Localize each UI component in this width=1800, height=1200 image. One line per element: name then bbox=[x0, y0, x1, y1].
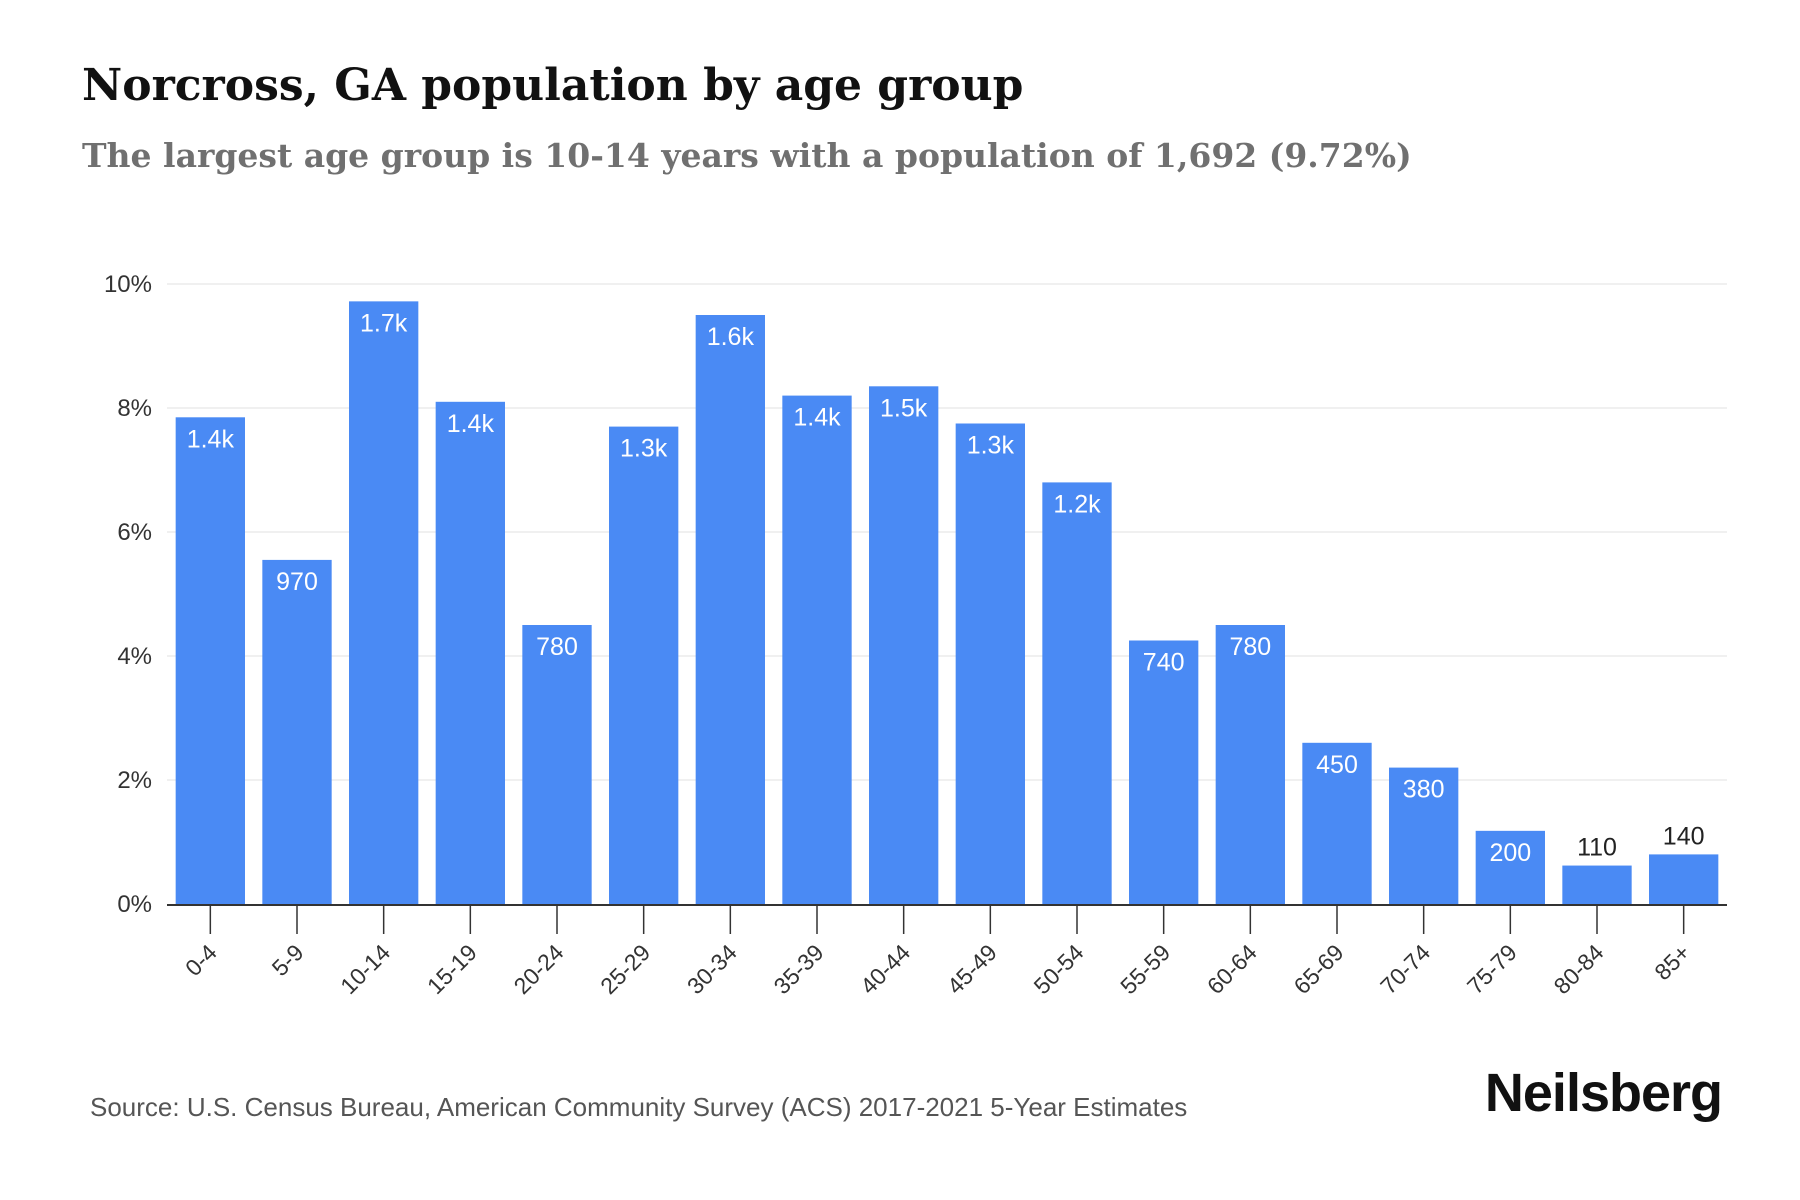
x-tick-label: 10-14 bbox=[335, 939, 395, 999]
x-tick-label: 45-49 bbox=[942, 939, 1002, 999]
bar bbox=[695, 315, 765, 904]
x-tick-label: 35-39 bbox=[769, 939, 829, 999]
data-label: 110 bbox=[1577, 834, 1617, 862]
x-tick-label: 25-29 bbox=[595, 939, 655, 999]
data-label: 1.4k bbox=[793, 404, 841, 432]
bar bbox=[1215, 625, 1285, 904]
chart-title: Norcross, GA population by age group bbox=[82, 60, 1024, 111]
y-tick-label: 0% bbox=[117, 891, 152, 918]
bar bbox=[955, 423, 1025, 904]
data-label: 140 bbox=[1663, 822, 1705, 850]
brand-logo: Neilsberg bbox=[1484, 1063, 1723, 1123]
bar bbox=[1042, 482, 1112, 904]
y-tick-label: 6% bbox=[117, 519, 152, 546]
data-label: 740 bbox=[1143, 649, 1185, 677]
x-tick-label: 70-74 bbox=[1375, 939, 1435, 999]
data-label: 200 bbox=[1489, 839, 1531, 867]
x-tick-label: 15-19 bbox=[422, 939, 482, 999]
x-tick-label: 30-34 bbox=[682, 939, 742, 999]
y-tick-label: 8% bbox=[117, 395, 152, 422]
bar bbox=[1475, 830, 1545, 904]
x-tick-label: 80-84 bbox=[1549, 939, 1609, 999]
bar bbox=[262, 559, 332, 904]
y-tick-label: 4% bbox=[117, 643, 152, 670]
data-label: 780 bbox=[1229, 633, 1271, 661]
x-tick-label: 65-69 bbox=[1289, 939, 1349, 999]
x-tick-label: 50-54 bbox=[1029, 939, 1089, 999]
data-label: 1.4k bbox=[447, 410, 495, 438]
x-tick-label: 0-4 bbox=[180, 939, 222, 981]
x-tick-label: 5-9 bbox=[267, 939, 309, 981]
data-label: 1.6k bbox=[707, 323, 755, 351]
chart-subtitle: The largest age group is 10-14 years wit… bbox=[82, 136, 1412, 175]
bar bbox=[1129, 640, 1199, 904]
data-label: 1.7k bbox=[360, 309, 408, 337]
y-tick-label: 10% bbox=[104, 271, 152, 298]
data-label: 780 bbox=[536, 633, 578, 661]
bar bbox=[1562, 865, 1632, 904]
data-label: 1.4k bbox=[187, 425, 235, 453]
x-tick-label: 75-79 bbox=[1462, 939, 1522, 999]
bar bbox=[435, 401, 505, 904]
source-note: Source: U.S. Census Bureau, American Com… bbox=[90, 1092, 1188, 1122]
bar bbox=[782, 395, 852, 904]
data-label: 1.5k bbox=[880, 394, 928, 422]
data-label: 1.3k bbox=[967, 432, 1015, 460]
bar bbox=[349, 301, 419, 904]
bar bbox=[869, 386, 939, 904]
x-tick-label: 40-44 bbox=[855, 939, 915, 999]
data-label: 380 bbox=[1403, 776, 1445, 804]
x-tick-label: 85+ bbox=[1649, 939, 1695, 985]
x-tick-label: 60-64 bbox=[1202, 939, 1262, 999]
y-tick-label: 2% bbox=[117, 767, 152, 794]
bar bbox=[1389, 767, 1459, 904]
data-label: 970 bbox=[276, 568, 318, 596]
data-label: 450 bbox=[1316, 751, 1358, 779]
bar bbox=[175, 417, 245, 904]
x-tick-label: 20-24 bbox=[509, 939, 569, 999]
bar bbox=[522, 625, 592, 904]
bar-chart: 0% 2% 4% 6% 8% 10% 1.4k 0-4 970 5-9 1.7k 10-14 1.4k 1… bbox=[104, 271, 1727, 999]
bar bbox=[1649, 854, 1719, 904]
bar bbox=[1302, 742, 1372, 904]
data-label: 1.3k bbox=[620, 435, 668, 463]
bar bbox=[609, 426, 679, 904]
data-label: 1.2k bbox=[1053, 490, 1101, 518]
x-tick-label: 55-59 bbox=[1115, 939, 1175, 999]
